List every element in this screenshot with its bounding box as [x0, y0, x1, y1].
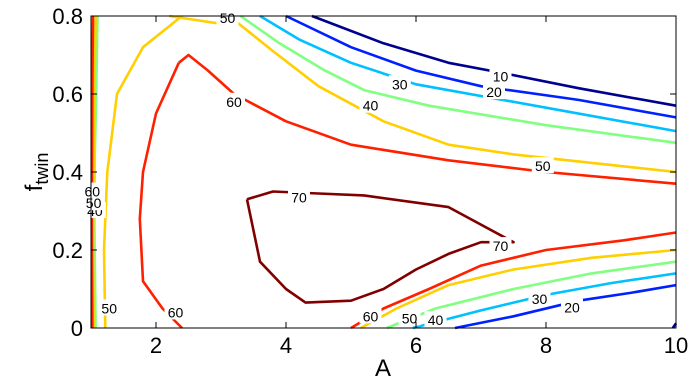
contour-label-bg: [483, 83, 505, 100]
contour-label-bg: [98, 299, 121, 316]
contour-label-bg: [528, 289, 551, 306]
contour-line-70-1: [245, 190, 515, 304]
contour-line-50-4: [102, 14, 183, 329]
y-tick-label: 0.6: [52, 82, 83, 107]
contour-label-70: 70: [493, 238, 509, 254]
x-tick-label: 4: [280, 333, 292, 358]
contour-label-50: 50: [535, 158, 551, 174]
contour-line-60-1: [177, 53, 677, 185]
contour-label-bg: [531, 157, 554, 174]
contour-line-30-1: [259, 14, 677, 133]
contour-label-bg: [561, 298, 583, 315]
x-tick-label: 6: [410, 333, 422, 358]
contour-label-bg: [359, 307, 382, 324]
contour-label-bg: [359, 96, 382, 113]
contour-label-50: 50: [86, 195, 102, 211]
contour-label-30: 30: [392, 76, 408, 92]
contour-label-20: 20: [486, 84, 502, 100]
contour-label-bg: [223, 92, 245, 109]
contour-label-60: 60: [226, 94, 242, 110]
contour-line-10-2: [671, 322, 678, 329]
contour-label-50: 50: [402, 310, 418, 326]
y-tick-label: 0.8: [52, 4, 83, 29]
contour-label-10: 10: [493, 68, 509, 84]
contour-label-60: 60: [168, 304, 184, 320]
contour-label-70: 70: [291, 189, 307, 205]
contour-label-bg: [489, 67, 512, 84]
contour-line-50-2: [233, 18, 677, 174]
y-tick-label: 0.2: [52, 238, 83, 263]
contour-line-20-1: [285, 14, 677, 119]
contour-label-60: 60: [85, 184, 101, 200]
contour-label-bg: [398, 309, 421, 326]
contour-line-60-3: [350, 231, 677, 330]
contour-label-bg: [164, 303, 187, 320]
contour-label-40: 40: [363, 98, 379, 114]
x-tick-label: 8: [540, 333, 552, 358]
y-axis-label: ftwin: [21, 153, 52, 192]
contour-label-60: 60: [363, 308, 379, 324]
contour-line-50-3: [360, 248, 677, 330]
x-tick-label: 10: [664, 333, 688, 358]
contour-label-bg: [489, 237, 512, 254]
contour-label-50: 50: [220, 10, 236, 26]
y-tick-label: 0: [71, 316, 83, 341]
contour-label-40: 40: [428, 312, 444, 328]
contour-label-bg: [388, 75, 411, 92]
contour-label-50: 50: [101, 301, 117, 317]
contour-line-60-2: [138, 62, 183, 329]
contour-label-20: 20: [564, 300, 580, 316]
contour-line-10-1: [311, 14, 677, 107]
contour-label-bg: [288, 188, 310, 205]
contour-line-40-1: [239, 14, 677, 145]
contour-lines: [90, 14, 678, 330]
y-axis-label-subscript: twin: [32, 153, 52, 185]
contour-line-60-4: [90, 15, 95, 329]
contour-label-bg: [216, 8, 239, 25]
y-tick-label: 0.4: [52, 160, 83, 185]
contour-label-30: 30: [532, 291, 548, 307]
x-tick-label: 2: [150, 333, 162, 358]
x-axis-label: A: [375, 355, 391, 382]
axis-ticks: 2 4 6 8 10 0 0.2 0.4 0.6 0.8: [52, 4, 688, 358]
y-axis-label-main: f: [21, 184, 48, 191]
contour-label-bg: [424, 311, 447, 328]
contour-label-bg: [81, 182, 104, 199]
